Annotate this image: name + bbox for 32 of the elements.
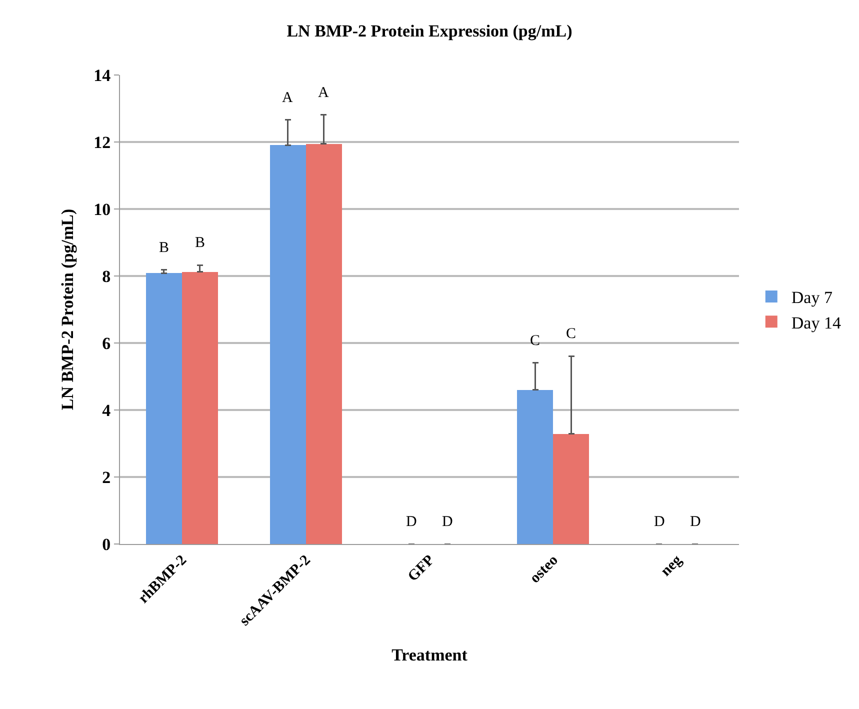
annotation: D [442,514,453,530]
y-tick-label: 0 [102,534,111,554]
y-tick-label: 2 [102,468,111,487]
annotation: C [566,326,576,342]
y-tick-label: 14 [94,66,112,85]
annotation: B [159,240,170,256]
y-tick-label: 4 [102,400,112,420]
annotation: A [318,85,329,101]
x-tick-label: neg [658,552,686,580]
bar [270,145,306,544]
y-tick-label: 10 [94,200,111,219]
annotation: D [690,514,701,530]
bar [182,272,218,544]
y-axis-title: LN BMP-2 Protein (pg/mL) [58,208,78,410]
bar [306,144,342,544]
annotation: A [282,90,293,106]
chart-title: LN BMP-2 Protein Expression (pg/mL) [286,22,572,41]
y-tick-label: 6 [102,334,111,353]
annotation: D [406,514,417,530]
y-tick-label: 12 [94,132,111,152]
annotation: D [654,514,665,530]
x-axis-title: Treatment [392,646,468,665]
x-tick-label: osteo [527,552,562,587]
annotation: B [195,235,206,251]
legend-label: Day 7 [791,288,833,308]
y-tick-label: 8 [102,266,111,286]
annotation: C [530,333,540,349]
bar [146,273,182,544]
bar [553,434,589,544]
bar [517,390,553,544]
legend-label: Day 14 [791,313,842,332]
x-tick-label: GFP [405,552,438,585]
